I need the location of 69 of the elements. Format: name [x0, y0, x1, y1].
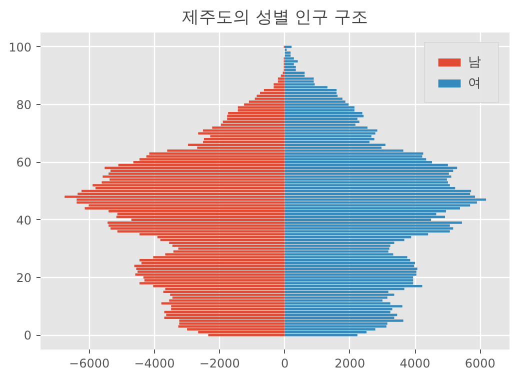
- y-tick-label: 40: [16, 213, 32, 228]
- bar: [140, 282, 285, 284]
- bar: [284, 52, 291, 54]
- bar: [284, 270, 416, 273]
- bar: [284, 72, 305, 74]
- bar: [284, 172, 449, 175]
- bar: [284, 100, 346, 103]
- x-tick-label: −4000: [134, 356, 175, 370]
- bar: [284, 181, 448, 184]
- bar: [108, 222, 285, 224]
- bar: [204, 138, 285, 140]
- bar: [284, 144, 386, 146]
- bar: [284, 244, 390, 247]
- bar: [284, 294, 394, 296]
- y-tick-label: 0: [24, 328, 32, 343]
- bar: [284, 120, 360, 123]
- bar: [284, 132, 376, 135]
- bar: [172, 296, 285, 299]
- bar: [284, 88, 337, 92]
- bar: [284, 63, 294, 66]
- x-tick-label: −6000: [69, 356, 110, 370]
- bar: [136, 268, 285, 270]
- bar: [284, 170, 454, 172]
- bar: [284, 135, 372, 138]
- bar: [256, 94, 285, 98]
- bar: [284, 230, 450, 232]
- bar: [164, 316, 285, 319]
- legend-label: 여: [468, 75, 482, 92]
- bar: [222, 120, 285, 123]
- bar: [284, 247, 390, 250]
- bar: [284, 222, 462, 224]
- y-tick-label: 100: [8, 40, 32, 54]
- bar: [198, 132, 285, 135]
- bar: [284, 77, 314, 80]
- bar: [284, 112, 362, 114]
- bar: [264, 88, 285, 92]
- bar: [161, 302, 285, 305]
- bar: [84, 207, 285, 210]
- bar: [284, 98, 342, 100]
- x-tick-label: 4000: [400, 356, 430, 370]
- bar: [284, 138, 374, 140]
- bar: [92, 184, 285, 186]
- x-tick-label: 0: [280, 356, 289, 370]
- chart-title: 제주도의 성별 인구 구조: [182, 8, 368, 28]
- bar: [284, 320, 404, 322]
- bar: [274, 83, 285, 86]
- bar: [284, 279, 414, 282]
- y-tick-label: 20: [16, 270, 32, 285]
- bar: [228, 112, 285, 114]
- bar: [138, 270, 285, 273]
- bar: [172, 244, 285, 247]
- bar: [284, 268, 418, 270]
- bar: [284, 198, 486, 201]
- bar: [278, 77, 285, 80]
- bar: [284, 60, 298, 62]
- bar: [140, 259, 285, 262]
- x-tick-label: 2000: [334, 356, 366, 370]
- bar: [163, 290, 285, 294]
- bar: [188, 144, 285, 146]
- bar: [284, 305, 402, 308]
- y-tick-label: 60: [16, 156, 32, 170]
- x-tick-label: −2000: [199, 356, 240, 370]
- bar: [64, 196, 285, 198]
- legend-label: 남: [468, 54, 482, 71]
- bar: [284, 284, 422, 288]
- x-tick-label: 6000: [464, 356, 496, 370]
- bar: [284, 256, 408, 258]
- bar: [280, 74, 285, 77]
- y-tick-label: 80: [16, 98, 32, 112]
